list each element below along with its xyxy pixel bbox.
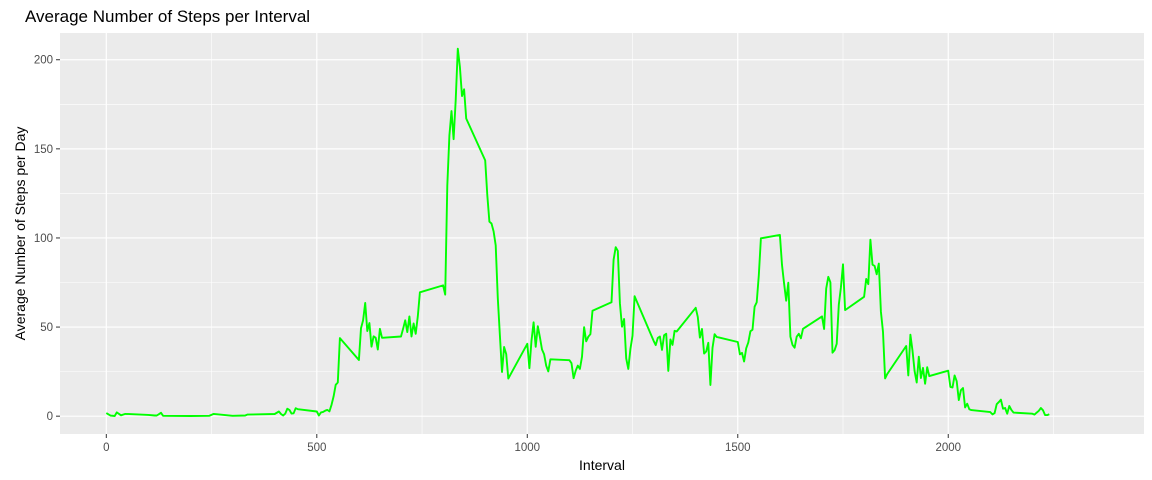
x-axis-title: Interval [579, 457, 625, 473]
major-gridlines [60, 33, 1144, 434]
plot-panel [60, 33, 1144, 434]
series-line [105, 47, 1050, 417]
y-tick-label: 150 [34, 144, 53, 156]
x-tick-label: 1000 [514, 442, 540, 454]
x-tick-label: 1500 [725, 442, 751, 454]
y-tick-label: 100 [34, 233, 53, 245]
y-tick-label: 50 [40, 322, 53, 334]
y-tick-label: 200 [34, 55, 53, 67]
y-axis-title: Average Number of Steps per Day [12, 127, 28, 341]
y-axis-ticks: 0 50 100 150 200 [34, 55, 60, 423]
x-axis-ticks: 0 500 1000 1500 2000 [103, 434, 961, 454]
x-tick-label: 2000 [935, 442, 961, 454]
x-tick-label: 0 [103, 442, 109, 454]
x-tick-label: 500 [307, 442, 326, 454]
minor-gridlines [60, 33, 1144, 434]
chart-title: Average Number of Steps per Interval [25, 7, 310, 26]
y-tick-label: 0 [47, 411, 53, 423]
